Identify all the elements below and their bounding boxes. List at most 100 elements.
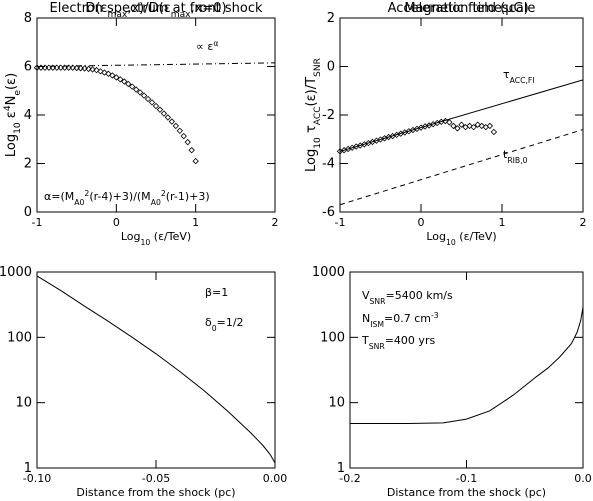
data-line	[350, 307, 584, 424]
data-point	[148, 99, 156, 106]
x-tick-label: -1	[32, 216, 43, 229]
y-axis-label-sup: 4	[3, 105, 13, 111]
data-point	[101, 69, 108, 76]
annotation-part: τ	[503, 68, 510, 81]
data-point	[466, 122, 473, 130]
data-point	[458, 121, 465, 128]
data-point	[160, 110, 168, 117]
y-axis-label-part: (ε)/T	[304, 77, 319, 107]
annotation-part: β=1	[205, 286, 228, 299]
data-point	[192, 157, 199, 165]
annotation-part: α=(M	[44, 190, 74, 203]
x-tick-label: 0	[113, 216, 120, 229]
chart-title: Acceleration timescale	[388, 1, 536, 16]
annotation-part: t	[503, 148, 508, 161]
chart-title-part: D(ε	[85, 1, 107, 16]
y-tick-label: 10	[15, 396, 32, 411]
data-point	[121, 78, 128, 85]
x-tick-label: -1	[335, 216, 346, 229]
x-tick-label: -0.2	[339, 472, 360, 485]
data-point	[97, 68, 104, 75]
data-point	[486, 122, 494, 130]
x-tick-label: -0.1	[456, 472, 477, 485]
x-axis-label-part: Distance from the shock (pc)	[76, 486, 235, 499]
annotation: tRIB,0	[503, 148, 528, 165]
x-tick-label: 0	[418, 216, 425, 229]
y-tick-label: 100	[7, 330, 32, 345]
data-point	[93, 66, 100, 74]
x-axis-label-part: Distance from the shock (pc)	[387, 486, 546, 499]
y-tick-label: 1000	[312, 265, 345, 280]
x-axis-label: Distance from the shock (pc)	[387, 486, 546, 499]
data-point	[89, 66, 96, 73]
data-point	[129, 83, 136, 90]
data-point	[113, 74, 120, 81]
y-axis-label-part: (ε)	[4, 73, 19, 90]
data-point	[478, 122, 485, 130]
annotation-part: =1/2	[217, 316, 244, 329]
y-axis-label-part: N	[4, 96, 19, 106]
data-point	[168, 118, 176, 125]
x-axis-label-part: Log	[121, 230, 141, 243]
y-tick-label: 6	[24, 60, 32, 75]
y-axis-label-sub: e	[13, 90, 23, 96]
y-axis-label-sub: SNR	[313, 57, 323, 77]
data-point	[133, 86, 140, 93]
data-point	[136, 89, 144, 96]
data-point	[125, 80, 132, 88]
data-point	[73, 64, 80, 72]
annotation: TSNR=400 yrs	[361, 334, 435, 351]
y-axis-label-part: τ	[304, 125, 319, 137]
y-tick-label: 2	[327, 11, 335, 26]
chart-title-part: Acceleration timescale	[388, 1, 536, 16]
annotation-part: V	[362, 289, 370, 302]
data-point	[109, 72, 116, 79]
annotation-part: T	[361, 334, 369, 347]
x-axis-label: Log10 (ε/TeV)	[121, 230, 191, 247]
annotation-sup: 2	[84, 189, 89, 198]
y-axis-label-part: ε	[4, 111, 19, 122]
annotation: NISM=0.7 cm-3	[362, 311, 439, 329]
annotation-sub: A0	[151, 198, 161, 207]
data-point	[446, 119, 453, 126]
x-tick-label: 1	[192, 216, 199, 229]
annotation-sup: α	[213, 39, 218, 48]
annotation-sup: -3	[431, 311, 439, 320]
y-axis-label-sub: ACC	[313, 106, 323, 125]
chart-title-sub: max	[171, 10, 191, 20]
y-tick-label: 10	[328, 396, 345, 411]
x-axis-label-sub: 10	[446, 238, 456, 247]
data-point	[81, 65, 88, 72]
y-tick-label: 1000	[0, 265, 32, 280]
annotation-sub: SNR	[370, 297, 387, 306]
x-tick-label: -0.10	[23, 472, 51, 485]
data-point	[105, 70, 112, 77]
data-point	[144, 95, 152, 103]
data-point	[156, 106, 164, 113]
data-point	[474, 121, 481, 128]
chart-title-part: Electron spectrum at front shock	[50, 1, 263, 16]
chart-title-part: ,x=0)	[191, 1, 227, 16]
data-point	[180, 132, 187, 140]
data-point	[490, 128, 498, 136]
y-tick-label: -6	[322, 205, 335, 220]
annotation-sub: A0	[74, 198, 84, 207]
data-point	[77, 65, 84, 72]
y-tick-label: 0	[24, 205, 32, 220]
data-point	[164, 114, 172, 121]
y-tick-label: 4	[24, 108, 32, 123]
y-tick-label: 1	[337, 461, 345, 476]
annotation: τACC,FI	[503, 68, 535, 85]
annotation-part: (r-1)+3)	[166, 190, 210, 203]
data-line	[36, 275, 276, 464]
x-tick-label: 2	[580, 216, 587, 229]
data-point	[172, 122, 179, 130]
y-tick-label: -2	[322, 108, 335, 123]
annotation: β=1	[205, 286, 228, 299]
data-line	[339, 129, 584, 206]
data-point	[470, 123, 477, 131]
y-axis-label-sub: 10	[313, 137, 323, 149]
chart-title: Magnetic field (μG)	[404, 1, 528, 16]
